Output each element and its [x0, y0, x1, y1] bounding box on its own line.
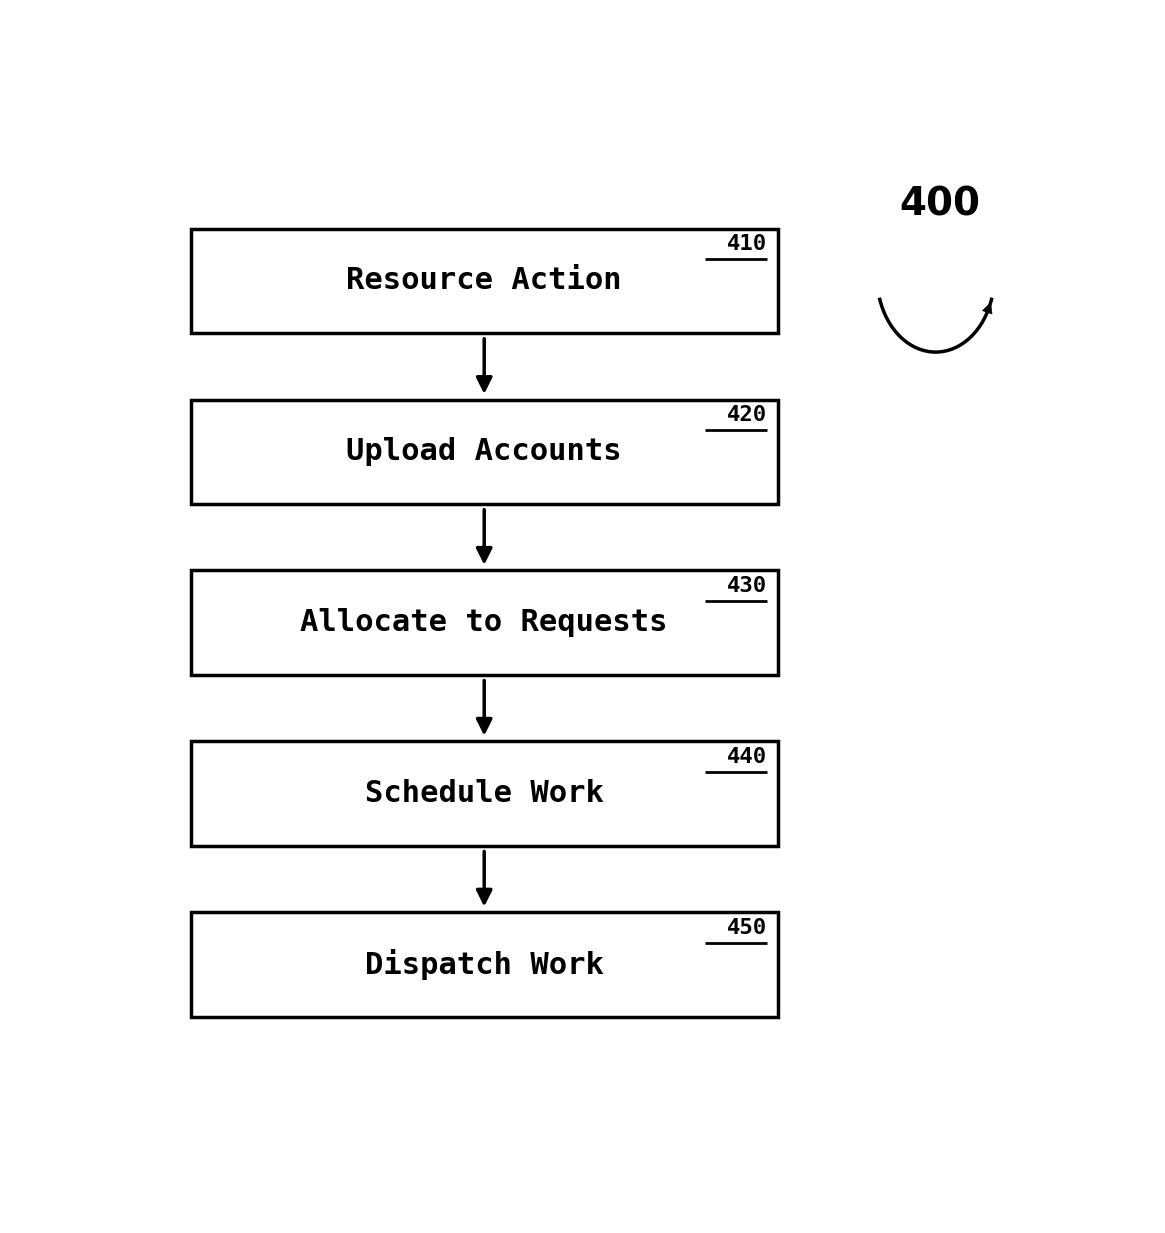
FancyBboxPatch shape — [191, 399, 778, 504]
Text: 440: 440 — [727, 747, 767, 767]
FancyBboxPatch shape — [191, 571, 778, 674]
Text: Allocate to Requests: Allocate to Requests — [301, 608, 668, 637]
FancyBboxPatch shape — [191, 228, 778, 333]
Text: 430: 430 — [727, 576, 767, 596]
Text: Upload Accounts: Upload Accounts — [346, 438, 622, 466]
Text: 400: 400 — [899, 186, 981, 224]
Text: 420: 420 — [727, 406, 767, 425]
Text: 450: 450 — [727, 917, 767, 938]
Text: 410: 410 — [727, 234, 767, 254]
FancyBboxPatch shape — [191, 912, 778, 1017]
Text: Resource Action: Resource Action — [346, 266, 622, 296]
Text: Schedule Work: Schedule Work — [365, 779, 603, 808]
Text: Dispatch Work: Dispatch Work — [365, 949, 603, 980]
FancyBboxPatch shape — [191, 741, 778, 846]
